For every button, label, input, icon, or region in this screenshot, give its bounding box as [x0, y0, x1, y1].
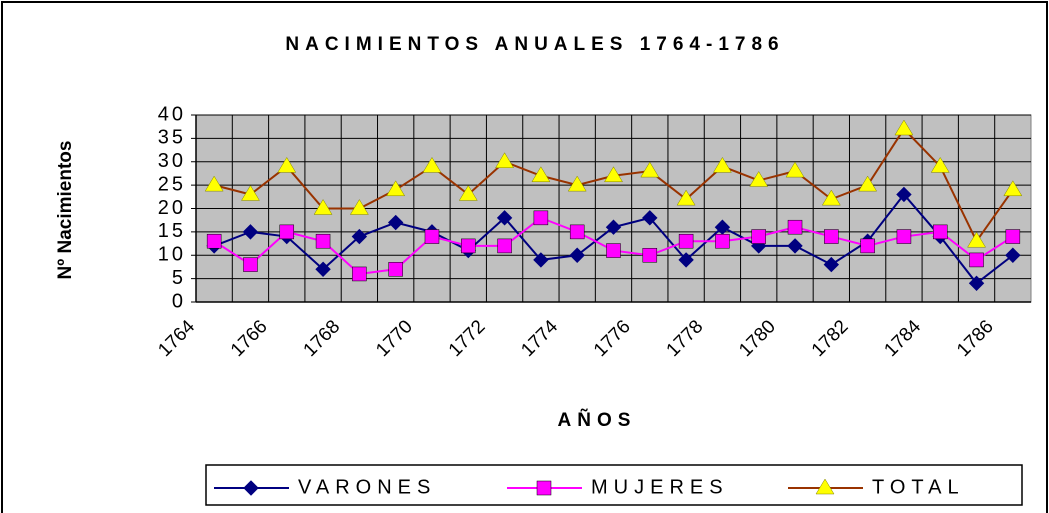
legend-box	[205, 464, 1023, 506]
marker	[533, 252, 549, 268]
y-tick-label: 15	[158, 220, 186, 242]
marker	[206, 233, 222, 249]
marker	[531, 166, 551, 183]
marker	[896, 186, 912, 203]
marker	[604, 166, 623, 183]
marker	[715, 233, 730, 249]
marker	[967, 231, 986, 248]
marker	[968, 275, 985, 292]
marker	[751, 229, 766, 244]
marker	[821, 189, 841, 206]
marker	[896, 229, 912, 244]
y-tick-label: 35	[158, 127, 186, 149]
y-tick-label: 40	[158, 103, 186, 125]
marker	[569, 247, 585, 263]
marker	[642, 248, 658, 263]
x-axis-title: AÑOS	[558, 409, 637, 431]
marker	[242, 224, 259, 240]
marker	[640, 161, 660, 178]
marker	[458, 184, 478, 201]
marker	[315, 261, 331, 277]
marker	[422, 156, 442, 173]
x-tick-label: 1778	[663, 316, 708, 361]
marker	[388, 262, 403, 277]
marker	[352, 266, 367, 282]
marker	[678, 233, 694, 249]
marker	[386, 180, 406, 197]
marker	[1005, 247, 1021, 263]
legend-label: MUJERES	[591, 476, 729, 498]
x-tick-label: 1768	[300, 316, 345, 361]
marker	[1005, 229, 1021, 244]
marker	[749, 170, 769, 187]
marker	[315, 233, 331, 249]
marker	[277, 156, 297, 173]
x-tick-label: 1770	[372, 316, 417, 361]
chart-title: NACIMIENTOS ANUALES 1764-1786	[285, 34, 784, 55]
marker	[823, 256, 840, 273]
marker	[569, 224, 585, 240]
marker	[349, 199, 369, 215]
marker	[815, 478, 835, 495]
marker	[824, 229, 839, 244]
marker	[536, 480, 552, 496]
marker	[787, 238, 803, 254]
x-tick-label: 1780	[735, 316, 780, 361]
legend-label: TOTAL	[872, 476, 965, 498]
marker	[969, 252, 984, 268]
x-tick-label: 1776	[590, 316, 635, 361]
x-tick-label: 1766	[227, 316, 272, 361]
marker	[894, 119, 914, 136]
marker	[860, 238, 875, 254]
y-axis-title: Nº Nacimientos	[55, 141, 76, 280]
marker	[606, 243, 621, 258]
marker	[1003, 180, 1023, 197]
marker	[424, 229, 440, 244]
marker	[787, 219, 803, 235]
marker	[642, 210, 658, 226]
marker	[241, 184, 260, 201]
x-tick-label: 1764	[154, 316, 199, 361]
marker	[279, 224, 295, 240]
marker	[930, 156, 950, 173]
marker	[858, 175, 878, 192]
y-tick-label: 0	[172, 290, 186, 312]
marker	[712, 156, 732, 173]
marker	[351, 228, 368, 245]
marker	[932, 224, 948, 240]
marker	[533, 210, 549, 226]
y-tick-label: 5	[172, 267, 186, 289]
y-tick-label: 20	[158, 197, 186, 219]
marker	[387, 214, 404, 231]
marker	[495, 152, 515, 168]
y-tick-label: 10	[158, 244, 186, 266]
marker	[243, 480, 259, 496]
x-tick-label: 1782	[808, 316, 853, 361]
marker	[605, 219, 622, 235]
marker	[496, 210, 513, 226]
marker	[204, 175, 224, 192]
x-tick-label: 1774	[517, 316, 562, 361]
marker	[497, 238, 512, 254]
x-tick-label: 1786	[953, 316, 998, 361]
marker	[785, 161, 805, 178]
marker	[313, 199, 333, 215]
y-tick-label: 30	[158, 150, 186, 172]
x-tick-label: 1784	[880, 316, 925, 361]
y-tick-label: 25	[158, 173, 186, 195]
marker	[678, 252, 694, 268]
legend-label: VARONES	[298, 476, 436, 498]
marker	[567, 175, 587, 192]
marker	[676, 189, 696, 206]
marker	[461, 238, 476, 254]
marker	[243, 257, 258, 272]
x-tick-label: 1772	[445, 316, 490, 361]
